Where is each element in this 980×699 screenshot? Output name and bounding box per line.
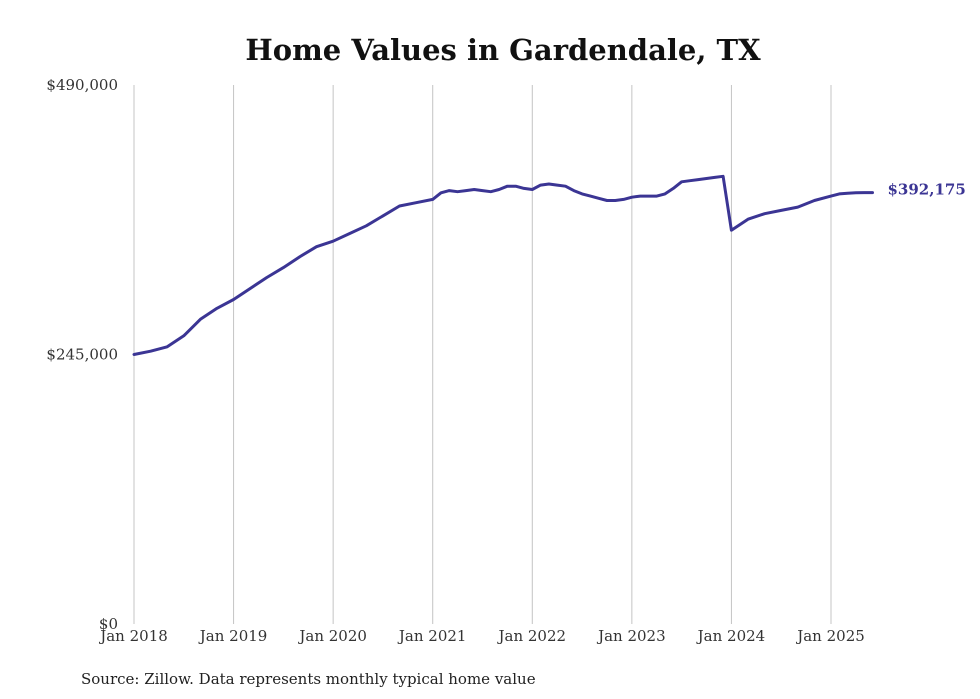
x-tick-label: Jan 2022 <box>497 627 567 645</box>
y-tick-label: $245,000 <box>46 346 118 364</box>
x-tick-label: Jan 2023 <box>596 627 666 645</box>
chart-title: Home Values in Gardendale, TX <box>245 33 761 67</box>
x-tick-label: Jan 2019 <box>198 627 268 645</box>
y-axis-ticks: $490,000 $245,000 $0 <box>46 76 118 633</box>
x-tick-label: Jan 2020 <box>297 627 367 645</box>
source-note: Source: Zillow. Data represents monthly … <box>81 670 536 688</box>
series-line-home-value <box>132 174 874 356</box>
x-tick-label: Jan 2025 <box>795 627 865 645</box>
x-tick-label: Jan 2024 <box>696 627 766 645</box>
x-tick-label: Jan 2021 <box>397 627 467 645</box>
y-tick-label: $0 <box>99 615 118 633</box>
y-tick-label: $490,000 <box>46 76 118 94</box>
x-axis-ticks: Jan 2018 Jan 2019 Jan 2020 Jan 2021 Jan 2022… <box>98 627 865 645</box>
gridlines <box>133 85 832 624</box>
end-value-label: $392,175 <box>887 181 965 199</box>
x-tick-label: Jan 2018 <box>98 627 168 645</box>
